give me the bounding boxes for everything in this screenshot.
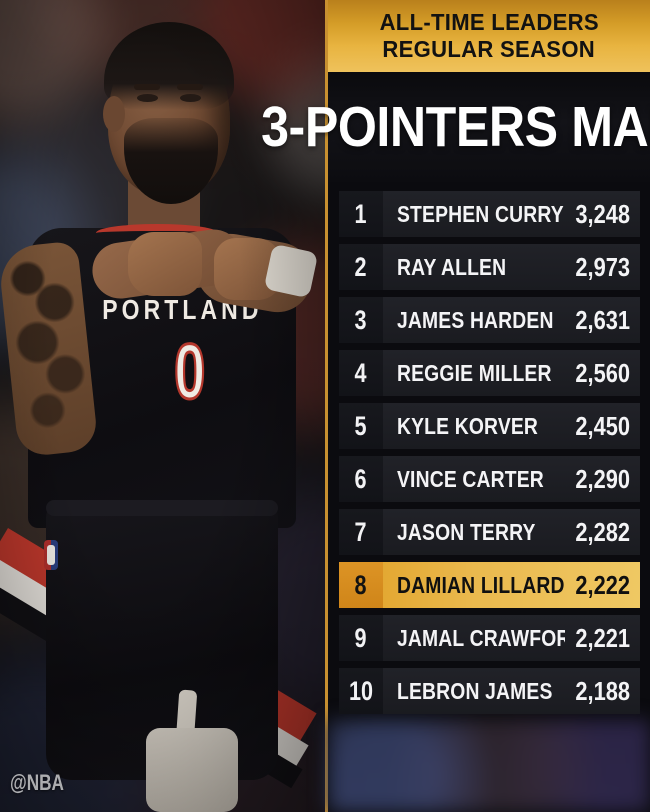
row-value: 2,221 (565, 625, 640, 651)
row-value-text: 2,450 (575, 411, 630, 441)
leg (146, 728, 238, 812)
nba-logo-icon (44, 540, 58, 570)
eye-left (137, 94, 158, 102)
row-value-text: 2,560 (575, 358, 630, 388)
row-player-name-text: JASON TERRY (397, 520, 536, 544)
row-value-text: 2,282 (575, 517, 630, 547)
row-player-name-text: DAMIAN LILLARD (397, 573, 565, 597)
row-value-text: 3,248 (575, 199, 630, 229)
row-rank: 3 (339, 297, 383, 343)
row-rank-text: 3 (354, 304, 368, 335)
leaderboard-row[interactable]: 3 JAMES HARDEN 2,631 (339, 297, 640, 343)
row-rank: 10 (339, 668, 383, 714)
row-value: 2,222 (565, 572, 640, 598)
leaderboard-row[interactable]: 9 JAMAL CRAWFORD 2,221 (339, 615, 640, 661)
title-area: 3-POINTERS MADE (261, 72, 650, 182)
jersey-collar (96, 224, 218, 242)
eyebrow-left (134, 84, 160, 90)
nba-watermark: @NBA (10, 770, 64, 795)
leaderboard-panel: ALL-TIME LEADERS REGULAR SEASON 3-POINTE… (261, 0, 650, 812)
row-value: 2,631 (565, 307, 640, 333)
row-value-text: 2,221 (575, 623, 630, 653)
row-value-text: 2,222 (575, 570, 630, 600)
row-rank: 6 (339, 456, 383, 502)
row-player-name: DAMIAN LILLARD (383, 574, 565, 597)
eye-right (180, 94, 201, 102)
row-rank: 1 (339, 191, 383, 237)
header-line-2: REGULAR SEASON (382, 35, 596, 62)
row-rank-text: 5 (354, 410, 368, 441)
row-rank-text: 9 (354, 622, 368, 653)
header-line-1: ALL-TIME LEADERS (379, 8, 599, 35)
row-player-name-text: JAMAL CRAWFORD (397, 626, 565, 650)
row-value: 2,188 (565, 678, 640, 704)
row-rank-text: 8 (354, 569, 368, 600)
row-player-name: LEBRON JAMES (383, 680, 565, 703)
row-value: 2,560 (565, 360, 640, 386)
header-band: ALL-TIME LEADERS REGULAR SEASON (328, 0, 650, 72)
row-value-text: 2,973 (575, 252, 630, 282)
leaderboard-row[interactable]: 2 RAY ALLEN 2,973 (339, 244, 640, 290)
leaderboard-row[interactable]: 5 KYLE KORVER 2,450 (339, 403, 640, 449)
row-player-name: STEPHEN CURRY (383, 203, 565, 226)
row-player-name: JAMAL CRAWFORD (383, 627, 565, 650)
row-rank: 9 (339, 615, 383, 661)
leaderboard-row[interactable]: 6 VINCE CARTER 2,290 (339, 456, 640, 502)
photo-vignette (0, 0, 325, 812)
row-player-name: RAY ALLEN (383, 256, 565, 279)
row-value-text: 2,188 (575, 676, 630, 706)
row-rank-text: 1 (354, 198, 368, 229)
row-rank: 7 (339, 509, 383, 555)
panel-background-blur (328, 720, 650, 812)
left-hand (128, 232, 202, 296)
row-value-text: 2,631 (575, 305, 630, 335)
row-player-name-text: LEBRON JAMES (397, 679, 553, 703)
row-value: 2,282 (565, 519, 640, 545)
row-rank: 8 (339, 562, 383, 608)
row-player-name-text: VINCE CARTER (397, 467, 544, 491)
leaderboard-row[interactable]: 8 DAMIAN LILLARD 2,222 (339, 562, 640, 608)
row-player-name: KYLE KORVER (383, 415, 565, 438)
row-player-name-text: JAMES HARDEN (397, 308, 554, 332)
leaderboard-row[interactable]: 4 REGGIE MILLER 2,560 (339, 350, 640, 396)
row-player-name-text: REGGIE MILLER (397, 361, 552, 385)
row-player-name: REGGIE MILLER (383, 362, 565, 385)
row-value: 3,248 (565, 201, 640, 227)
leaderboard-row[interactable]: 7 JASON TERRY 2,282 (339, 509, 640, 555)
row-rank-text: 2 (354, 251, 368, 282)
leaderboard-row[interactable]: 1 STEPHEN CURRY 3,248 (339, 191, 640, 237)
row-player-name: JASON TERRY (383, 521, 565, 544)
row-value: 2,290 (565, 466, 640, 492)
row-rank-text: 6 (354, 463, 368, 494)
ear-shape (103, 96, 125, 132)
leaderboard-row[interactable]: 10 LEBRON JAMES 2,188 (339, 668, 640, 714)
row-value: 2,973 (565, 254, 640, 280)
player-figure: PORTLAND 0 (0, 22, 319, 812)
row-rank-text: 10 (348, 675, 374, 706)
eyebrow-right (177, 84, 203, 90)
row-rank-text: 4 (354, 357, 368, 388)
leaderboard-rows: 1 STEPHEN CURRY 3,248 2 RAY ALLEN 2,973 3 JAMES… (328, 182, 650, 714)
page-title: 3-POINTERS MADE (260, 94, 650, 159)
hair-shape (104, 22, 234, 110)
shorts-waistband (46, 500, 278, 516)
row-player-name-text: RAY ALLEN (397, 255, 507, 279)
player-photo: PORTLAND 0 @NBA (0, 0, 325, 812)
row-player-name-text: KYLE KORVER (397, 414, 539, 438)
row-value-text: 2,290 (575, 464, 630, 494)
row-player-name: VINCE CARTER (383, 468, 565, 491)
jersey-number: 0 (173, 331, 206, 412)
row-value: 2,450 (565, 413, 640, 439)
row-rank: 5 (339, 403, 383, 449)
beard-shape (124, 118, 218, 204)
row-rank: 4 (339, 350, 383, 396)
row-player-name: JAMES HARDEN (383, 309, 565, 332)
row-rank-text: 7 (354, 516, 368, 547)
row-player-name-text: STEPHEN CURRY (397, 202, 564, 226)
row-rank: 2 (339, 244, 383, 290)
